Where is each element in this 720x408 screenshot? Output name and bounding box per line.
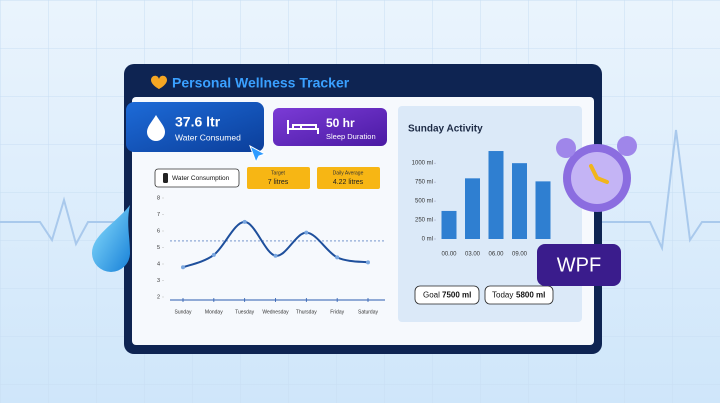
today-label: Today <box>492 291 513 300</box>
bar <box>488 151 504 239</box>
y-tick-label: 750 ml <box>415 180 433 186</box>
bar <box>441 210 457 239</box>
y-tick-label: 1000 ml <box>412 161 433 167</box>
x-tick-label: Sunday <box>175 309 192 315</box>
goal-value: 7500 ml <box>442 291 471 300</box>
x-tick-label: Tuesday <box>235 309 254 315</box>
point <box>304 230 309 235</box>
y-tick-label: 7 <box>157 212 160 218</box>
drop-icon <box>147 115 165 141</box>
y-tick-label: 6 <box>157 228 160 234</box>
average-value: 4.22 litres <box>333 179 364 186</box>
y-tick-label: 4 <box>157 261 160 267</box>
average-box <box>317 167 380 189</box>
card-label: Water Consumed <box>175 132 241 142</box>
y-tick-label: 500 ml <box>415 199 433 205</box>
bar <box>535 181 551 239</box>
bar <box>465 178 480 239</box>
point <box>211 252 216 257</box>
card-label: Sleep Duration <box>326 132 376 141</box>
target-value: 7 litres <box>268 179 289 186</box>
alarm-clock <box>556 136 637 212</box>
point <box>366 260 370 265</box>
heartbeat-line <box>0 129 720 252</box>
badge-text: WPF <box>557 254 601 276</box>
sleep-card[interactable] <box>273 108 387 146</box>
x-tick-label: Thursday <box>296 309 317 315</box>
water-drop-decoration <box>92 205 130 272</box>
heart-icon <box>151 75 167 89</box>
point <box>335 255 340 260</box>
y-tick-label: 250 ml <box>415 218 433 224</box>
point <box>242 219 247 224</box>
y-tick-label: 0 ml <box>422 237 433 243</box>
activity-title: Sunday Activity <box>408 124 483 135</box>
card-value: 50 hr <box>326 116 355 130</box>
today-pill <box>484 285 554 305</box>
target-label: Target <box>271 170 286 176</box>
point <box>181 265 185 270</box>
y-tick-label: 2 <box>157 294 160 300</box>
x-tick-label: Monday <box>205 309 223 315</box>
bed-icon <box>287 120 319 134</box>
x-tick-label: 06.00 <box>488 252 504 258</box>
x-tick-label: Saturday <box>358 309 379 315</box>
card-value: 37.6 ltr <box>175 114 221 130</box>
y-tick-label: 8 <box>157 195 160 201</box>
x-tick-label: 00.00 <box>441 252 457 258</box>
x-tick-label: 09.00 <box>512 252 528 258</box>
bottle-icon <box>163 173 168 183</box>
app-title: Personal Wellness Tracker <box>172 75 350 91</box>
wpf-badge <box>537 244 621 286</box>
today-value: 5800 ml <box>516 291 545 300</box>
x-tick-label: 03.00 <box>465 252 481 258</box>
cursor <box>249 144 267 164</box>
x-tick-label: Friday <box>330 309 344 315</box>
target-box <box>247 167 310 189</box>
y-tick-label: 5 <box>157 245 160 251</box>
water-button[interactable] <box>154 168 240 188</box>
x-tick-label: Wednesday <box>262 309 289 315</box>
average-label: Daily Average <box>333 170 364 176</box>
goal-pill <box>414 285 480 305</box>
y-tick-label: 3 <box>157 278 160 284</box>
button-label: Water Consumption <box>172 175 230 182</box>
point <box>273 253 278 258</box>
bar <box>512 163 527 239</box>
goal-label: Goal <box>423 291 440 300</box>
